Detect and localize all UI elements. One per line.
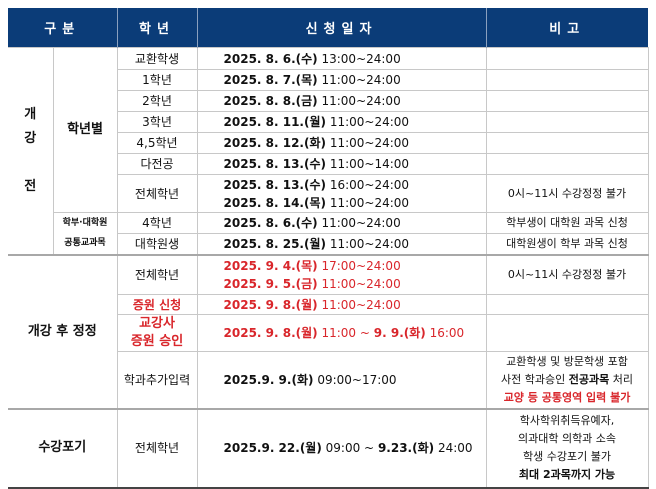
section-course-drop: 수강포기	[8, 407, 118, 489]
grade-cell: 다전공	[116, 153, 198, 175]
date-cell: 2025. 8. 7.(목) 11:00~24:00	[196, 69, 487, 91]
table-row: 다전공 2025. 8. 13.(수) 11:00~14:00	[8, 153, 649, 175]
date-cell: 2025. 8. 25.(월) 11:00~24:00	[196, 233, 487, 255]
table-row: 대학원생 2025. 8. 25.(월) 11:00~24:00 대학원생이 학…	[8, 233, 649, 255]
grade-cell: 전체학년	[116, 174, 198, 213]
note-cell	[485, 69, 649, 91]
date-cell: 2025. 9. 8.(월) 11:00~24:00	[196, 294, 487, 315]
section-before-start: 개 강 전	[8, 47, 54, 255]
by-grade-label: 학년별	[52, 47, 118, 213]
table-row: 2학년 2025. 8. 8.(금) 11:00~24:00	[8, 90, 649, 112]
table-row: 수강포기 전체학년 2025.9. 22.(월) 09:00 ~ 9.23.(화…	[8, 407, 649, 489]
grade-cell: 3학년	[116, 111, 198, 133]
note-cell	[485, 314, 649, 352]
note-cell: 대학원생이 학부 과목 신청	[485, 233, 649, 255]
note-cell	[485, 47, 649, 70]
grade-cell: 학과추가입력	[116, 351, 198, 409]
table-row: 증원 신청 2025. 9. 8.(월) 11:00~24:00	[8, 294, 649, 315]
note-cell	[485, 111, 649, 133]
date-cell: 2025. 8. 6.(수) 13:00~24:00	[196, 47, 487, 70]
date-cell: 2025. 8. 12.(화) 11:00~24:00	[196, 132, 487, 154]
grade-cell: 전체학년	[116, 407, 198, 489]
date-cell: 2025. 8. 13.(수) 11:00~14:00	[196, 153, 487, 175]
grade-cell: 2학년	[116, 90, 198, 112]
date-cell: 2025. 8. 8.(금) 11:00~24:00	[196, 90, 487, 112]
grade-cell: 전체학년	[116, 253, 198, 295]
header-category: 구분	[8, 8, 118, 48]
table-row: 1학년 2025. 8. 7.(목) 11:00~24:00	[8, 69, 649, 91]
header-grade: 학년	[116, 8, 198, 48]
section-after-start: 개강 후 정정	[8, 253, 118, 409]
grade-cell: 4,5학년	[116, 132, 198, 154]
table-row: 개강 후 정정 전체학년 2025. 9. 4.(목) 17:00~24:00 2…	[8, 253, 649, 409]
note-cell: 0시~11시 수강정정 불가	[485, 253, 649, 295]
header-row: 구분 학년 신청일자 비고	[8, 8, 649, 48]
note-cell: 교환학생 및 방문학생 포함 사전 학과승인 전공과목 처리 교양 등 공통영역 입…	[485, 351, 649, 409]
grade-cell: 교강사 증원 승인	[116, 314, 198, 352]
joint-course-label: 학부·대학원 공통교과목	[52, 212, 118, 255]
note-cell: 0시~11시 수강정정 불가	[485, 174, 649, 213]
note-cell	[485, 294, 649, 315]
table-row: 학과추가입력 2025.9. 9.(화) 09:00~17:00 교환학생 및 …	[8, 351, 649, 409]
date-cell: 2025. 9. 4.(목) 17:00~24:00 2025. 9. 5.(금)…	[196, 253, 487, 295]
registration-schedule-table: 구분 학년 신청일자 비고 개 강 전 학년별 교환학생 2025. 8. 6.…	[8, 8, 649, 489]
date-cell: 2025. 8. 11.(월) 11:00~24:00	[196, 111, 487, 133]
date-cell: 2025. 9. 8.(월) 11:00 ~ 9. 9.(화) 16:00	[196, 314, 487, 352]
grade-cell: 증원 신청	[116, 294, 198, 315]
date-cell: 2025. 8. 6.(수) 11:00~24:00	[196, 212, 487, 234]
grade-cell: 4학년	[116, 212, 198, 234]
note-cell: 학사학위취득유예자, 의과대학 의학과 소속 학생 수강포기 불가 최대 2과목까지 …	[485, 407, 649, 489]
date-cell: 2025.9. 22.(월) 09:00 ~ 9.23.(화) 24:00	[196, 407, 487, 489]
table-row: 개 강 전 학년별 교환학생 2025. 8. 6.(수) 13:00~24:0…	[8, 47, 649, 255]
date-cell: 2025. 8. 13.(수) 16:00~24:00 2025. 8. 14.(…	[196, 174, 487, 213]
note-cell: 학부생이 대학원 과목 신청	[485, 212, 649, 234]
note-cell	[485, 153, 649, 175]
header-date: 신청일자	[196, 8, 487, 48]
grade-cell: 교환학생	[116, 47, 198, 70]
table-row: 학부·대학원 공통교과목 4학년 2025. 8. 6.(수) 11:00~24:…	[8, 212, 649, 255]
header-note: 비고	[485, 8, 649, 48]
grade-cell: 1학년	[116, 69, 198, 91]
grade-cell: 대학원생	[116, 233, 198, 255]
date-cell: 2025.9. 9.(화) 09:00~17:00	[196, 351, 487, 409]
note-cell	[485, 132, 649, 154]
note-cell	[485, 90, 649, 112]
